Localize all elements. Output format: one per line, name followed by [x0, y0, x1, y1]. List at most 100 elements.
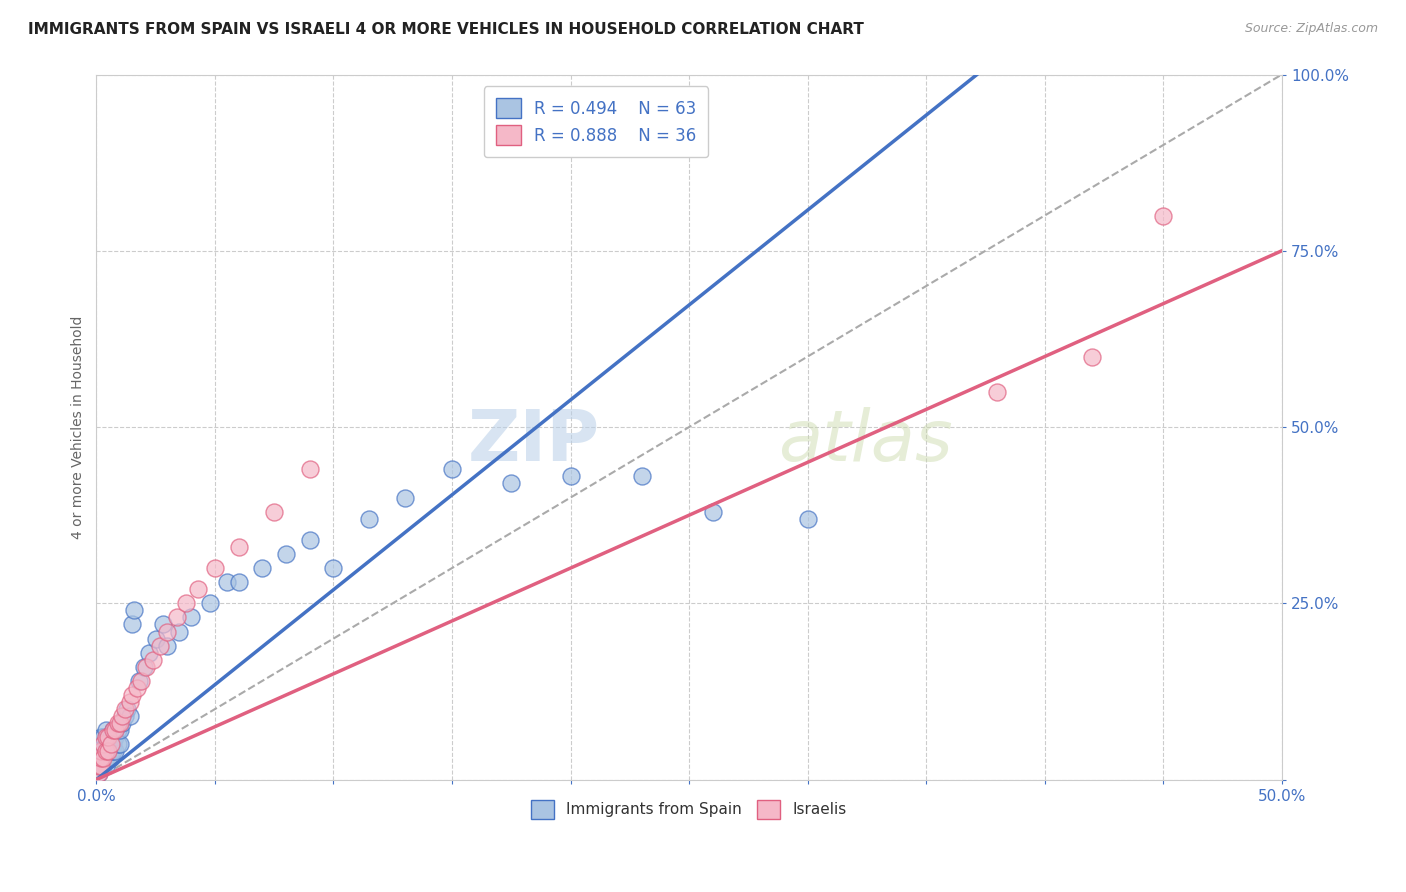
Point: [114, 702, 136, 716]
Y-axis label: 4 or more Vehicles in Household: 4 or more Vehicles in Household: [72, 316, 86, 539]
Point: [94, 744, 117, 758]
Point: [440, 462, 463, 476]
Point: [87, 758, 110, 772]
Point: [100, 731, 122, 745]
Point: [114, 709, 136, 723]
Point: [87, 765, 110, 780]
Point: [93, 737, 115, 751]
Point: [228, 540, 250, 554]
Point: [90, 758, 112, 772]
Point: [111, 716, 134, 731]
Point: [90, 751, 112, 765]
Point: [121, 688, 143, 702]
Point: [124, 603, 146, 617]
Point: [166, 610, 188, 624]
Point: [156, 639, 179, 653]
Point: [132, 660, 155, 674]
Point: [87, 765, 110, 780]
Point: [118, 709, 141, 723]
Point: [90, 751, 112, 765]
Point: [100, 737, 122, 751]
Point: [322, 561, 344, 575]
Point: [90, 758, 112, 772]
Point: [104, 723, 127, 738]
Point: [215, 575, 238, 590]
Point: [796, 512, 818, 526]
Point: [94, 731, 117, 745]
Point: [87, 751, 110, 765]
Point: [169, 624, 191, 639]
Point: [252, 561, 274, 575]
Point: [228, 575, 250, 590]
Point: [204, 561, 226, 575]
Point: [263, 505, 285, 519]
Point: [298, 533, 321, 547]
Point: [97, 737, 120, 751]
Point: [107, 723, 129, 738]
Point: [108, 723, 131, 738]
Point: [198, 596, 221, 610]
Point: [111, 709, 134, 723]
Point: [702, 505, 724, 519]
Point: [630, 469, 652, 483]
Point: [93, 751, 115, 765]
Point: [145, 632, 167, 646]
Point: [107, 716, 129, 731]
Text: IMMIGRANTS FROM SPAIN VS ISRAELI 4 OR MORE VEHICLES IN HOUSEHOLD CORRELATION CHA: IMMIGRANTS FROM SPAIN VS ISRAELI 4 OR MO…: [28, 22, 865, 37]
Point: [97, 744, 120, 758]
Point: [176, 596, 198, 610]
Point: [94, 751, 117, 765]
Point: [94, 744, 117, 758]
Point: [560, 469, 582, 483]
Point: [394, 491, 416, 505]
Text: ZIP: ZIP: [468, 407, 600, 475]
Point: [90, 744, 112, 758]
Point: [104, 731, 127, 745]
Point: [87, 758, 110, 772]
Point: [115, 702, 138, 716]
Point: [125, 681, 148, 695]
Point: [118, 695, 141, 709]
Point: [93, 737, 115, 751]
Point: [94, 723, 117, 738]
Point: [97, 731, 120, 745]
Point: [93, 744, 115, 758]
Point: [108, 737, 131, 751]
Point: [142, 653, 165, 667]
Text: atlas: atlas: [778, 407, 953, 475]
Point: [93, 731, 115, 745]
Point: [108, 716, 131, 731]
Point: [101, 723, 124, 738]
Point: [87, 744, 110, 758]
Point: [100, 744, 122, 758]
Point: [121, 617, 143, 632]
Point: [94, 758, 117, 772]
Point: [156, 624, 179, 639]
Point: [135, 660, 157, 674]
Point: [298, 462, 321, 476]
Point: [357, 512, 380, 526]
Point: [93, 751, 115, 765]
Point: [93, 758, 115, 772]
Point: [149, 639, 172, 653]
Point: [152, 617, 174, 632]
Point: [101, 744, 124, 758]
Point: [187, 582, 209, 597]
Point: [138, 646, 160, 660]
Point: [101, 723, 124, 738]
Point: [274, 547, 297, 561]
Point: [131, 673, 153, 688]
Point: [104, 744, 127, 758]
Legend: Immigrants from Spain, Israelis: Immigrants from Spain, Israelis: [526, 794, 853, 825]
Point: [180, 610, 202, 624]
Point: [1152, 209, 1174, 223]
Point: [90, 731, 112, 745]
Point: [100, 751, 122, 765]
Point: [128, 673, 150, 688]
Text: Source: ZipAtlas.com: Source: ZipAtlas.com: [1244, 22, 1378, 36]
Point: [97, 751, 120, 765]
Point: [90, 744, 112, 758]
Point: [97, 744, 120, 758]
Point: [94, 737, 117, 751]
Point: [1081, 350, 1104, 364]
